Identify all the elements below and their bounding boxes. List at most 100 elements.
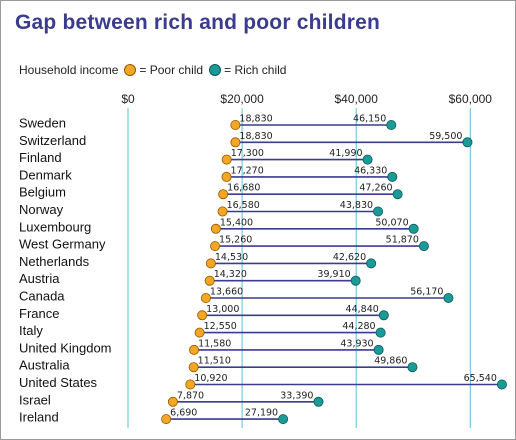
- poor-dot: [230, 137, 241, 148]
- rich-dot: [378, 310, 389, 321]
- category-label: United Kingdom: [19, 340, 112, 355]
- poor-value-label: 15,400: [220, 217, 253, 228]
- rich-dot: [313, 396, 324, 407]
- rich-value-label: 43,930: [340, 338, 373, 349]
- legend-rich-dot: [209, 64, 222, 76]
- rich-value-label: 47,260: [359, 183, 392, 194]
- poor-value-label: 11,580: [198, 338, 231, 349]
- rich-value-label: 43,830: [340, 200, 373, 211]
- legend-rich-label: = Rich child: [224, 63, 287, 77]
- poor-value-label: 14,530: [215, 252, 248, 263]
- poor-dot: [167, 396, 178, 407]
- category-label: Norway: [19, 202, 64, 217]
- rich-value-label: 51,870: [386, 235, 419, 246]
- rich-value-label: 50,070: [375, 217, 408, 228]
- x-tick-label: $0: [121, 92, 135, 106]
- poor-dot: [188, 362, 199, 373]
- poor-value-label: 16,580: [227, 200, 260, 211]
- rich-dot: [386, 120, 397, 131]
- poor-dot: [221, 154, 232, 165]
- poor-dot: [230, 120, 241, 131]
- category-label: France: [19, 306, 59, 321]
- poor-dot: [189, 344, 200, 355]
- category-label: West Germany: [19, 237, 106, 252]
- category-label: Switzerland: [19, 133, 86, 148]
- x-tick-label: $20,000: [220, 92, 264, 106]
- poor-value-label: 11,510: [198, 356, 231, 367]
- rich-dot: [362, 154, 373, 165]
- category-label: Canada: [19, 289, 65, 304]
- poor-value-label: 13,000: [206, 304, 239, 315]
- rich-value-label: 46,150: [353, 114, 386, 125]
- rich-value-label: 65,540: [464, 373, 497, 384]
- poor-value-label: 18,830: [239, 114, 272, 125]
- category-label: Luxembourg: [19, 219, 91, 234]
- poor-dot: [205, 258, 216, 269]
- poor-value-label: 6,690: [170, 408, 197, 419]
- chart-title: Gap between rich and poor children: [15, 11, 381, 34]
- poor-dot: [210, 223, 221, 234]
- legend: Household income = Poor child = Rich chi…: [19, 63, 286, 77]
- rich-dot: [373, 206, 384, 217]
- poor-value-label: 17,270: [231, 165, 264, 176]
- poor-value-label: 10,920: [194, 373, 227, 384]
- rich-value-label: 39,910: [317, 269, 350, 280]
- category-label: United States: [19, 375, 98, 390]
- rich-dot: [387, 171, 398, 182]
- x-tick-label: $40,000: [335, 92, 379, 106]
- poor-dot: [197, 310, 208, 321]
- poor-dot: [161, 414, 172, 425]
- legend-poor-label: = Poor child: [139, 63, 204, 77]
- poor-dot: [200, 292, 211, 303]
- poor-value-label: 14,320: [214, 269, 247, 280]
- rich-dot: [375, 327, 386, 338]
- rich-value-label: 44,840: [346, 304, 379, 315]
- rich-dot: [366, 258, 377, 269]
- rich-value-label: 46,330: [354, 165, 387, 176]
- poor-dot: [217, 206, 228, 217]
- poor-value-label: 17,300: [231, 148, 264, 159]
- rich-value-label: 42,620: [333, 252, 366, 263]
- poor-dot: [204, 275, 215, 286]
- poor-value-label: 7,870: [177, 390, 204, 401]
- poor-value-label: 13,660: [210, 287, 243, 298]
- rich-value-label: 27,190: [245, 408, 278, 419]
- category-label: Italy: [19, 323, 43, 338]
- x-tick-label: $60,000: [449, 92, 493, 106]
- rich-value-label: 49,860: [374, 356, 407, 367]
- rich-value-label: 41,990: [329, 148, 362, 159]
- rich-dot: [392, 189, 403, 200]
- rich-dot: [350, 275, 361, 286]
- rich-value-label: 44,280: [342, 321, 375, 332]
- rich-dot: [496, 379, 507, 390]
- legend-poor-dot: [124, 64, 137, 76]
- rich-dot: [373, 344, 384, 355]
- poor-dot: [185, 379, 196, 390]
- poor-dot: [221, 171, 232, 182]
- rich-dot: [418, 241, 429, 252]
- category-label: Belgium: [19, 185, 66, 200]
- category-label: Netherlands: [19, 254, 90, 269]
- rich-value-label: 33,390: [280, 390, 313, 401]
- rich-dot: [408, 223, 419, 234]
- rich-dot: [443, 292, 454, 303]
- poor-value-label: 16,680: [227, 183, 260, 194]
- category-label: Australia: [19, 358, 70, 373]
- legend-heading: Household income: [19, 63, 119, 77]
- poor-value-label: 12,550: [204, 321, 237, 332]
- category-label: Ireland: [19, 410, 59, 425]
- poor-dot: [210, 241, 221, 252]
- rich-dot: [462, 137, 473, 148]
- poor-value-label: 18,830: [239, 131, 272, 142]
- category-label: Israel: [19, 392, 51, 407]
- category-label: Denmark: [19, 167, 72, 182]
- category-label: Sweden: [19, 116, 66, 131]
- rich-dot: [278, 414, 289, 425]
- rich-value-label: 59,500: [429, 131, 462, 142]
- poor-dot: [218, 189, 229, 200]
- poor-dot: [194, 327, 205, 338]
- rich-dot: [407, 362, 418, 373]
- poor-value-label: 15,260: [219, 235, 252, 246]
- rich-value-label: 56,170: [410, 287, 443, 298]
